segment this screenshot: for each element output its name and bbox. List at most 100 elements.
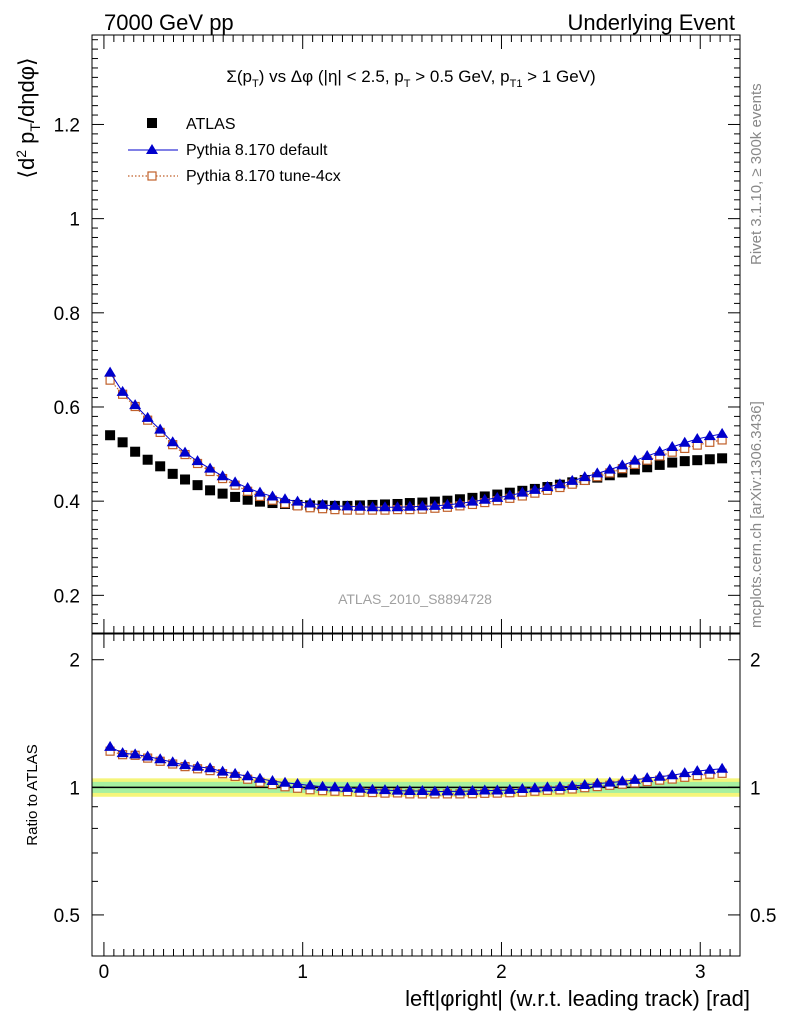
pythia-tune4cx-line bbox=[109, 379, 723, 511]
ratio-pythia-default-point bbox=[616, 775, 629, 786]
x-tick-label: 3 bbox=[695, 962, 706, 983]
ratio-y-tick-label-right: 1 bbox=[750, 778, 761, 799]
ratio-plot-frame bbox=[91, 633, 741, 957]
ratio-pythia-default-point bbox=[466, 785, 479, 796]
atlas-point bbox=[242, 494, 253, 505]
pythia-default-point bbox=[229, 476, 242, 487]
ratio-pythia-default-point bbox=[478, 784, 491, 795]
ratio-y-tick-label-right: 0.5 bbox=[750, 906, 776, 927]
pythia-tune4cx-open-square-series bbox=[105, 375, 727, 515]
ratio-pythia-default-point bbox=[516, 782, 529, 793]
ratio-pythia-default-point bbox=[716, 762, 729, 773]
ratio-pythia-default-point bbox=[116, 747, 129, 758]
ratio-pythia-default-point bbox=[154, 753, 167, 764]
main-y-tick-label: 0.8 bbox=[54, 304, 80, 325]
ratio-pythia-default-point bbox=[578, 778, 591, 789]
pythia-default-point bbox=[129, 399, 142, 410]
pythia-default-point bbox=[191, 455, 204, 466]
ratio-pythia-default-point bbox=[491, 784, 504, 795]
ratio-pythia-default-point bbox=[304, 779, 317, 790]
atlas-point bbox=[230, 491, 241, 502]
ratio-pythia-default-point bbox=[403, 785, 416, 796]
main-y-axis-label: ⟨d2 pT/dηdφ⟩ bbox=[13, 57, 43, 178]
atlas-point bbox=[142, 454, 153, 465]
main-plot-frame bbox=[91, 34, 741, 634]
legend-entry-pythia-tune4cx: Pythia 8.170 tune-4cx bbox=[128, 168, 341, 185]
header-right: Underlying Event bbox=[567, 10, 735, 35]
legend-entry-atlas: ATLAS bbox=[147, 116, 236, 133]
pythia-default-point bbox=[279, 493, 292, 504]
pythia-default-point bbox=[341, 500, 354, 511]
ratio-pythia-default-point bbox=[229, 767, 242, 778]
pythia-default-point bbox=[204, 462, 217, 473]
legend: ATLAS Pythia 8.170 default Pythia 8.170 … bbox=[128, 116, 341, 185]
svg-text:left|φright| (w.r.t. leading t: left|φright| (w.r.t. leading track) [rad… bbox=[405, 986, 750, 1011]
pythia-default-point bbox=[253, 486, 266, 497]
pythia-default-point bbox=[503, 489, 516, 500]
atlas-point bbox=[679, 456, 690, 467]
pythia-default-point bbox=[516, 486, 529, 497]
pythia-default-point bbox=[453, 497, 466, 508]
analysis-label: ATLAS_2010_S8894728 bbox=[338, 591, 492, 607]
ratio-pythia-default-point bbox=[191, 760, 204, 771]
pythia-default-triangle-series bbox=[104, 366, 729, 512]
svg-text:Σ(pT) vs Δφ (|η| < 2.5, pT > 0: Σ(pT) vs Δφ (|η| < 2.5, pT > 0.5 GeV, pT… bbox=[226, 67, 595, 90]
ratio-pythia-default-point bbox=[216, 765, 229, 776]
pythia-default-point bbox=[466, 495, 479, 506]
pythia-default-point bbox=[478, 493, 491, 504]
ratio-y-axis-label: Ratio to ATLAS bbox=[24, 744, 41, 845]
ratio-pythia-default-point bbox=[541, 781, 554, 792]
ratio-pythia-default-point bbox=[628, 773, 641, 784]
pythia-default-point bbox=[653, 445, 666, 456]
pythia-default-point bbox=[578, 471, 591, 482]
atlas-point bbox=[692, 455, 703, 466]
x-tick-label: 0 bbox=[99, 962, 110, 983]
ratio-pythia-default-point bbox=[129, 748, 142, 759]
atlas-point bbox=[192, 480, 203, 491]
atlas-point bbox=[254, 496, 265, 507]
ratio-y-tick-labels: 0.5 0.5 1 1 2 2 bbox=[54, 651, 777, 927]
legend-entry-pythia-default: Pythia 8.170 default bbox=[128, 142, 328, 159]
pythia-default-point bbox=[304, 497, 317, 508]
ratio-pythia-default-point bbox=[528, 782, 541, 793]
ratio-pythia-default-point bbox=[503, 783, 516, 794]
pythia-default-point bbox=[353, 500, 366, 511]
ratio-pythia-default-point bbox=[291, 778, 304, 789]
pythia-default-point bbox=[104, 366, 117, 377]
pythia-default-point bbox=[716, 427, 729, 438]
pythia-default-point bbox=[378, 501, 391, 512]
pythia-default-point bbox=[154, 423, 167, 434]
ratio-pythia-default-point bbox=[353, 782, 366, 793]
ratio-data-layer bbox=[104, 740, 729, 799]
pythia-default-point bbox=[179, 446, 192, 457]
pythia-default-point bbox=[603, 463, 616, 474]
ratio-pythia-default-point bbox=[104, 740, 117, 751]
pythia-default-point bbox=[416, 500, 429, 511]
ratio-pythia-default-point bbox=[253, 772, 266, 783]
pythia-default-point bbox=[591, 467, 604, 478]
legend-label-atlas: ATLAS bbox=[186, 116, 236, 133]
rivet-version-label: Rivet 3.1.10, ≥ 300k events bbox=[748, 83, 765, 265]
ratio-pythia-default-point bbox=[179, 759, 192, 770]
pythia-default-point bbox=[441, 498, 454, 509]
pythia-default-point bbox=[266, 490, 279, 501]
atlas-point bbox=[105, 430, 116, 441]
pythia-default-point bbox=[428, 499, 441, 510]
ratio-pythia-default-point bbox=[166, 756, 179, 767]
ratio-y-tick-label: 0.5 bbox=[54, 906, 80, 927]
pythia-default-point bbox=[491, 491, 504, 502]
atlas-point bbox=[117, 437, 128, 448]
atlas-point bbox=[205, 485, 216, 496]
pythia-default-point bbox=[553, 478, 566, 489]
ratio-pythia-default-point bbox=[453, 785, 466, 796]
ratio-pythia-default-point bbox=[641, 772, 654, 783]
ratio-pythia-default-point bbox=[691, 765, 704, 776]
x-tick-label: 1 bbox=[297, 962, 308, 983]
atlas-point bbox=[642, 462, 653, 473]
main-y-tick-label: 0.4 bbox=[54, 492, 81, 513]
pythia-default-point bbox=[628, 454, 641, 465]
ratio-pythia-default-point bbox=[366, 783, 379, 794]
ratio-pythia-default-point bbox=[416, 785, 429, 796]
atlas-point bbox=[717, 453, 728, 464]
